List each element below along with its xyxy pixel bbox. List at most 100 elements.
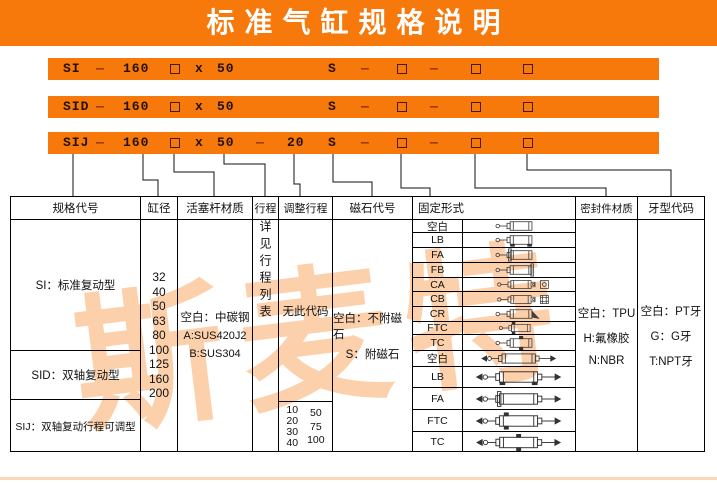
separator-dash: — <box>256 135 265 150</box>
mount-row: TC <box>413 432 575 452</box>
mount-row: 空白 <box>413 220 575 233</box>
mount-row: FB <box>413 263 575 278</box>
mount-row: CA <box>413 278 575 292</box>
mount-row: CR <box>413 307 575 322</box>
column-thread-code: 牙型代码 空白：PT牙 G：G牙 T:NPT牙 <box>638 197 704 451</box>
thread-code-list: 空白：PT牙 G：G牙 T:NPT牙 <box>640 305 702 368</box>
mount-style-icon <box>463 248 575 262</box>
mount-style-icon <box>463 233 575 247</box>
adjust-none-note: 无此代码 <box>279 220 332 402</box>
spec-type-sid: SID：双轴复动型 <box>11 351 140 400</box>
seal-material-box-icon <box>471 102 481 112</box>
mount-style-icon <box>463 367 575 387</box>
mount-row: FTC <box>413 410 575 432</box>
rod-material-box-icon <box>170 102 180 112</box>
column-header: 规格代号 <box>11 197 140 220</box>
rod-material-list: 空白：中碳钢 A:SUS420J2 B:SUS304 <box>180 311 250 360</box>
times-separator: x <box>195 99 204 114</box>
mount-style-box-icon <box>397 64 407 74</box>
mount-row: FA <box>413 248 575 263</box>
mount-style-icon <box>463 432 575 452</box>
mount-style-icon <box>463 388 575 409</box>
mount-style-icon <box>463 263 575 277</box>
column-header: 活塞杆材质 <box>178 197 252 220</box>
bottom-divider <box>0 477 717 480</box>
mount-style-icon <box>463 292 575 306</box>
mount-row: LB <box>413 367 575 388</box>
mount-style-icon <box>463 335 575 350</box>
separator-dash: — <box>361 135 370 150</box>
adjust-stroke-values: 10 20 30 40 50 75 100 <box>286 403 325 449</box>
column-bore: 缸径 32 40 50 63 80 100 125 160 200 <box>141 197 178 451</box>
magnet-code: S <box>328 99 337 114</box>
bore-value: 160 <box>123 99 150 114</box>
thread-code-box-icon <box>523 138 533 148</box>
mount-style-box-icon <box>397 102 407 112</box>
separator-dash: — <box>361 61 370 76</box>
thread-code-box-icon <box>523 102 533 112</box>
mount-row: FTC <box>413 322 575 335</box>
mount-row: TC <box>413 335 575 351</box>
spec-type-sij: SIJ：双轴复动行程可调型 <box>15 420 136 433</box>
separator-dash: — <box>430 61 439 76</box>
mount-row: FA <box>413 388 575 410</box>
model-code-bar-sij: SIJ — 160 x 50 — 20 S — — <box>48 132 659 154</box>
separator-dash: — <box>96 135 105 150</box>
column-adjust-stroke: 调整行程 无此代码 10 20 30 40 50 75 100 <box>279 197 333 451</box>
mount-style-icon <box>463 351 575 366</box>
stroke-value: 50 <box>217 135 235 150</box>
series-code: SIJ <box>63 135 90 150</box>
mount-style-icon <box>463 322 575 334</box>
separator-dash: — <box>96 61 105 76</box>
seal-material-box-icon <box>471 64 481 74</box>
page-title: 标准气缸规格说明 <box>0 0 717 46</box>
column-header: 密封件材质 <box>576 197 637 220</box>
separator-dash: — <box>430 135 439 150</box>
magnet-code-list: 空白：不附磁石 S：附磁石 <box>333 312 402 361</box>
model-code-bar-si: SI — 160 x 50 S — — <box>48 58 659 80</box>
column-stroke: 行程 详见行程列表 <box>253 197 279 451</box>
rod-material-box-icon <box>170 64 180 74</box>
spec-table: 规格代号 SI：标准复动型 SID：双轴复动型 SIJ：双轴复动行程可调型 缸径… <box>10 196 705 452</box>
model-code-bar-sid: SID — 160 x 50 S — — <box>48 96 659 118</box>
mount-style-icon <box>463 410 575 431</box>
mount-style-rows: 空白 LB FA FB CA CB CR FTC TC 空白 LB FA FTC… <box>413 220 575 452</box>
mount-style-icon <box>463 307 575 321</box>
series-code: SI <box>63 61 81 76</box>
mount-style-icon <box>463 220 575 232</box>
magnet-code: S <box>328 61 337 76</box>
separator-dash: — <box>96 99 105 114</box>
adjust-stroke-value: 20 <box>287 135 305 150</box>
times-separator: x <box>195 61 204 76</box>
thread-code-box-icon <box>523 64 533 74</box>
bore-value: 160 <box>123 61 150 76</box>
column-mount-style: 固定形式 空白 LB FA FB CA CB CR FTC TC 空白 LB F… <box>413 197 576 452</box>
column-seal-material: 密封件材质 空白：TPU H:氟橡胶 N:NBR <box>576 197 638 451</box>
bore-list: 32 40 50 63 80 100 125 160 200 <box>148 270 170 401</box>
rod-material-box-icon <box>170 138 180 148</box>
times-separator: x <box>195 135 204 150</box>
series-code: SID <box>63 99 90 114</box>
bore-value: 160 <box>123 135 150 150</box>
separator-dash: — <box>430 99 439 114</box>
stroke-note: 详见行程列表 <box>258 220 272 322</box>
column-magnet-code: 磁石代号 空白：不附磁石 S：附磁石 <box>333 197 413 451</box>
mount-row: LB <box>413 233 575 248</box>
column-header: 行程 <box>253 197 278 220</box>
spec-type-si: SI：标准复动型 <box>11 220 140 351</box>
magnet-code: S <box>328 135 337 150</box>
stroke-value: 50 <box>217 61 235 76</box>
column-header: 调整行程 <box>279 197 332 220</box>
mount-style-box-icon <box>397 138 407 148</box>
mount-row: CB <box>413 292 575 307</box>
seal-material-box-icon <box>471 138 481 148</box>
seal-material-list: 空白：TPU H:氟橡胶 N:NBR <box>577 307 636 367</box>
column-spec-code: 规格代号 SI：标准复动型 SID：双轴复动型 SIJ：双轴复动行程可调型 <box>11 197 141 451</box>
column-header: 磁石代号 <box>333 197 412 220</box>
separator-dash: — <box>361 99 370 114</box>
column-header: 牙型代码 <box>638 197 704 220</box>
column-header: 缸径 <box>141 197 177 220</box>
column-rod-material: 活塞杆材质 空白：中碳钢 A:SUS420J2 B:SUS304 <box>178 197 253 451</box>
column-header: 固定形式 <box>413 197 575 220</box>
